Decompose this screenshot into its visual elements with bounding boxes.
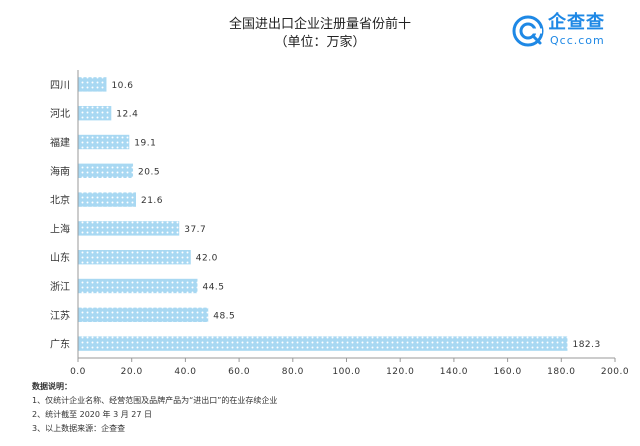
notes-line-1: 1、仅统计企业名称、经营范围及品牌产品为“进出口”的在业存续企业	[32, 396, 278, 405]
notes-line-2: 2、统计截至 2020 年 3 月 27 日	[32, 410, 152, 419]
bar-value-label: 37.7	[184, 225, 206, 235]
bar-value-label: 42.0	[196, 254, 218, 264]
x-tick-label: 60.0	[228, 367, 250, 377]
bar	[78, 250, 191, 265]
notes-line-3: 3、以上数据来源：企查查	[32, 424, 126, 433]
bar-value-label: 182.3	[572, 340, 600, 350]
chart-title: 全国进出口企业注册量省份前十	[228, 17, 411, 32]
category-label: 河北	[50, 108, 70, 120]
bar	[78, 163, 134, 178]
qcc-logo: 企查查 Qcc.com	[512, 11, 622, 51]
x-tick-label: 180.0	[547, 367, 575, 377]
category-label: 山东	[50, 251, 70, 264]
bar	[78, 106, 112, 121]
x-tick-label: 40.0	[174, 367, 196, 377]
x-tick-label: 120.0	[386, 367, 414, 377]
category-label: 福建	[50, 136, 70, 149]
x-tick-label: 20.0	[121, 367, 143, 377]
bar	[78, 307, 209, 322]
bar-value-label: 21.6	[141, 196, 163, 206]
x-tick-label: 0.0	[70, 367, 86, 377]
bar	[78, 336, 568, 351]
data-notes: 数据说明： 1、仅统计企业名称、经营范围及品牌产品为“进出口”的在业存续企业 2…	[32, 380, 612, 436]
bar	[78, 192, 136, 207]
category-label: 上海	[50, 222, 70, 235]
category-label: 海南	[50, 165, 70, 178]
x-tick-label: 80.0	[282, 367, 304, 377]
bar	[78, 278, 198, 294]
bar-value-label: 44.5	[202, 283, 224, 293]
x-tick-label: 160.0	[493, 367, 521, 377]
bar-value-label: 19.1	[134, 139, 156, 149]
category-label: 北京	[50, 194, 70, 207]
bars-layer: 10.6 12.4 19.1 20.5 21.6 37.7 42.0 44.5 48.5 182.…	[78, 77, 600, 351]
bar	[78, 221, 180, 236]
x-tick-label: 140.0	[440, 367, 468, 377]
bar-value-label: 48.5	[213, 311, 235, 321]
logo-name: 企查查	[548, 12, 605, 33]
x-tick-label: 200.0	[601, 367, 629, 377]
bar-value-label: 10.6	[111, 81, 133, 91]
category-label: 四川	[50, 80, 70, 91]
category-label: 江苏	[50, 309, 70, 322]
x-tick-label: 100.0	[332, 367, 360, 377]
category-label: 浙江	[50, 281, 70, 293]
logo-domain: Qcc.com	[550, 34, 605, 47]
bar	[78, 77, 107, 92]
category-label: 广东	[50, 338, 70, 351]
bar	[78, 134, 130, 150]
qcc-logo-icon	[512, 15, 544, 47]
notes-title: 数据说明：	[32, 382, 72, 391]
chart-subtitle: （单位：万家）	[274, 35, 366, 50]
bar-value-label: 20.5	[138, 167, 160, 177]
bar-value-label: 12.4	[116, 110, 138, 120]
